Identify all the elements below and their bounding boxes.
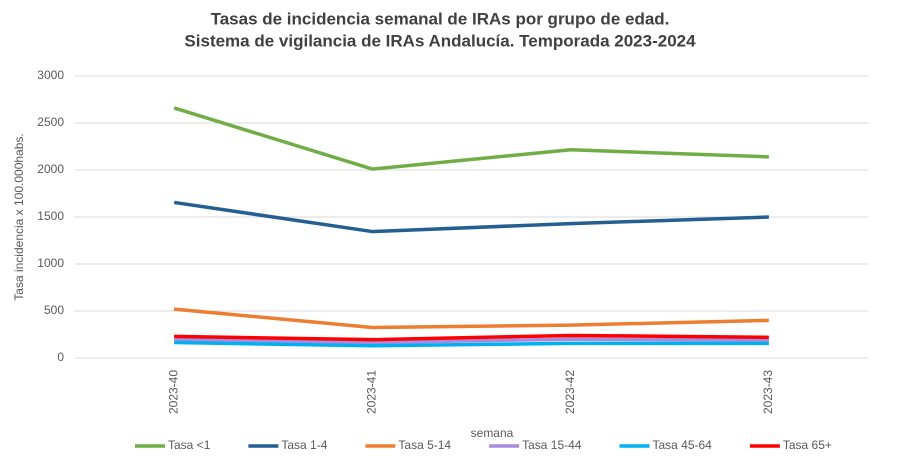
x-tick-label: 2023-41 [365, 370, 379, 414]
y-tick-label: 1000 [37, 256, 64, 270]
y-tick-label: 0 [57, 350, 64, 364]
series-line [173, 200, 769, 234]
series-line [174, 333, 769, 342]
x-tick-label: 2023-40 [166, 370, 180, 414]
legend-label: Tasa <1 [168, 438, 211, 452]
series-line [174, 337, 769, 345]
y-tick-label: 2500 [37, 115, 64, 129]
legend-label: Tasa 45-64 [652, 438, 712, 452]
series-line [173, 106, 769, 171]
y-tick-label: 500 [44, 303, 64, 317]
y-tick-label: 3000 [37, 68, 64, 82]
y-tick-label: 2000 [37, 162, 64, 176]
chart-subtitle: Sistema de vigilancia de IRAs Andalucía.… [184, 31, 696, 50]
chart-title: Tasas de incidencia semanal de IRAs por … [211, 9, 670, 28]
y-tick-label: 1500 [37, 209, 64, 223]
legend-label: Tasa 1-4 [281, 438, 327, 452]
y-axis-label: Tasa incidencia x 100.000habs. [12, 133, 26, 300]
x-tick-label: 2023-43 [761, 370, 775, 414]
x-tick-label: 2023-42 [563, 370, 577, 414]
x-axis-label: semana [471, 426, 514, 440]
legend-label: Tasa 15-44 [522, 438, 582, 452]
series-line [173, 307, 769, 330]
legend-label: Tasa 5-14 [398, 438, 451, 452]
series-line [174, 340, 769, 348]
legend-label: Tasa 65+ [783, 438, 832, 452]
